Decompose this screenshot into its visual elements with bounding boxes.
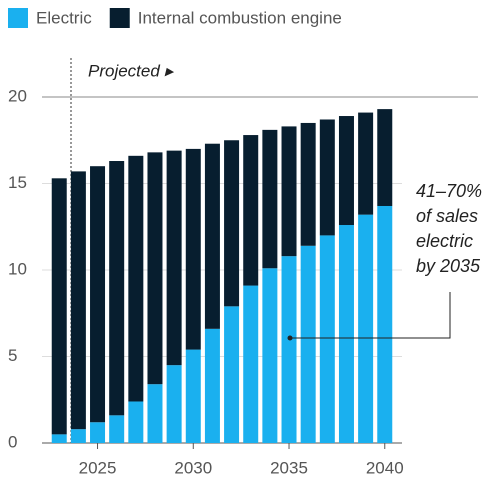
y-tick-label: 10 bbox=[8, 259, 27, 278]
bar-segment bbox=[204, 143, 220, 329]
bar-segment bbox=[128, 155, 144, 402]
annotation-text: electric bbox=[416, 231, 473, 251]
bar-segment bbox=[166, 365, 182, 443]
bar-segment bbox=[224, 140, 240, 307]
legend-label: Electric bbox=[36, 8, 92, 27]
bar-segment bbox=[224, 306, 240, 443]
annotation-text: 41–70% bbox=[416, 181, 482, 201]
x-tick-label: 2025 bbox=[79, 458, 117, 477]
bar-segment bbox=[185, 349, 201, 443]
bar-segment bbox=[338, 225, 354, 443]
bar-segment bbox=[358, 112, 374, 215]
bar-segment bbox=[147, 152, 163, 385]
bar-segment bbox=[70, 171, 86, 430]
bar-segment bbox=[338, 116, 354, 226]
bar-segment bbox=[109, 415, 125, 443]
bar-segment bbox=[319, 119, 335, 236]
bar-segment bbox=[300, 245, 316, 443]
bar-segment bbox=[319, 235, 335, 443]
x-tick-label: 2035 bbox=[270, 458, 308, 477]
bar-segment bbox=[300, 122, 316, 246]
annotation-leader bbox=[290, 292, 451, 339]
bar-segment bbox=[109, 161, 125, 416]
annotation-text: of sales bbox=[416, 206, 478, 226]
bar-segment bbox=[281, 126, 297, 257]
bar-segment bbox=[377, 109, 393, 206]
bar-segment bbox=[70, 429, 86, 443]
bar-segment bbox=[243, 135, 259, 286]
bar-segment bbox=[185, 148, 201, 350]
bar-segment bbox=[51, 434, 67, 443]
bar-segment bbox=[166, 150, 182, 366]
legend-label: Internal combustion engine bbox=[138, 8, 342, 27]
bar-segment bbox=[262, 268, 278, 443]
x-tick-label: 2040 bbox=[366, 458, 404, 477]
bar-segment bbox=[90, 166, 106, 423]
y-tick-label: 5 bbox=[8, 346, 17, 365]
bar-segment bbox=[358, 214, 374, 443]
bar-segment bbox=[262, 129, 278, 269]
y-tick-label: 20 bbox=[8, 86, 27, 105]
bar-segment bbox=[204, 328, 220, 443]
x-tick-label: 2030 bbox=[174, 458, 212, 477]
bar-segment bbox=[51, 178, 67, 435]
bar-segment bbox=[243, 285, 259, 443]
bar-segment bbox=[147, 384, 163, 443]
bar-segment bbox=[281, 256, 297, 443]
annotation-dot bbox=[287, 335, 293, 341]
y-tick-label: 15 bbox=[8, 173, 27, 192]
projected-label: Projected ▸ bbox=[88, 61, 175, 80]
legend-swatch bbox=[8, 8, 28, 28]
legend-swatch bbox=[109, 8, 130, 28]
y-tick-label: 0 bbox=[8, 432, 17, 451]
bar-segment bbox=[377, 205, 393, 443]
bar-segment bbox=[90, 422, 106, 443]
bar-segment bbox=[128, 401, 144, 443]
annotation-text: by 2035 bbox=[416, 256, 481, 276]
